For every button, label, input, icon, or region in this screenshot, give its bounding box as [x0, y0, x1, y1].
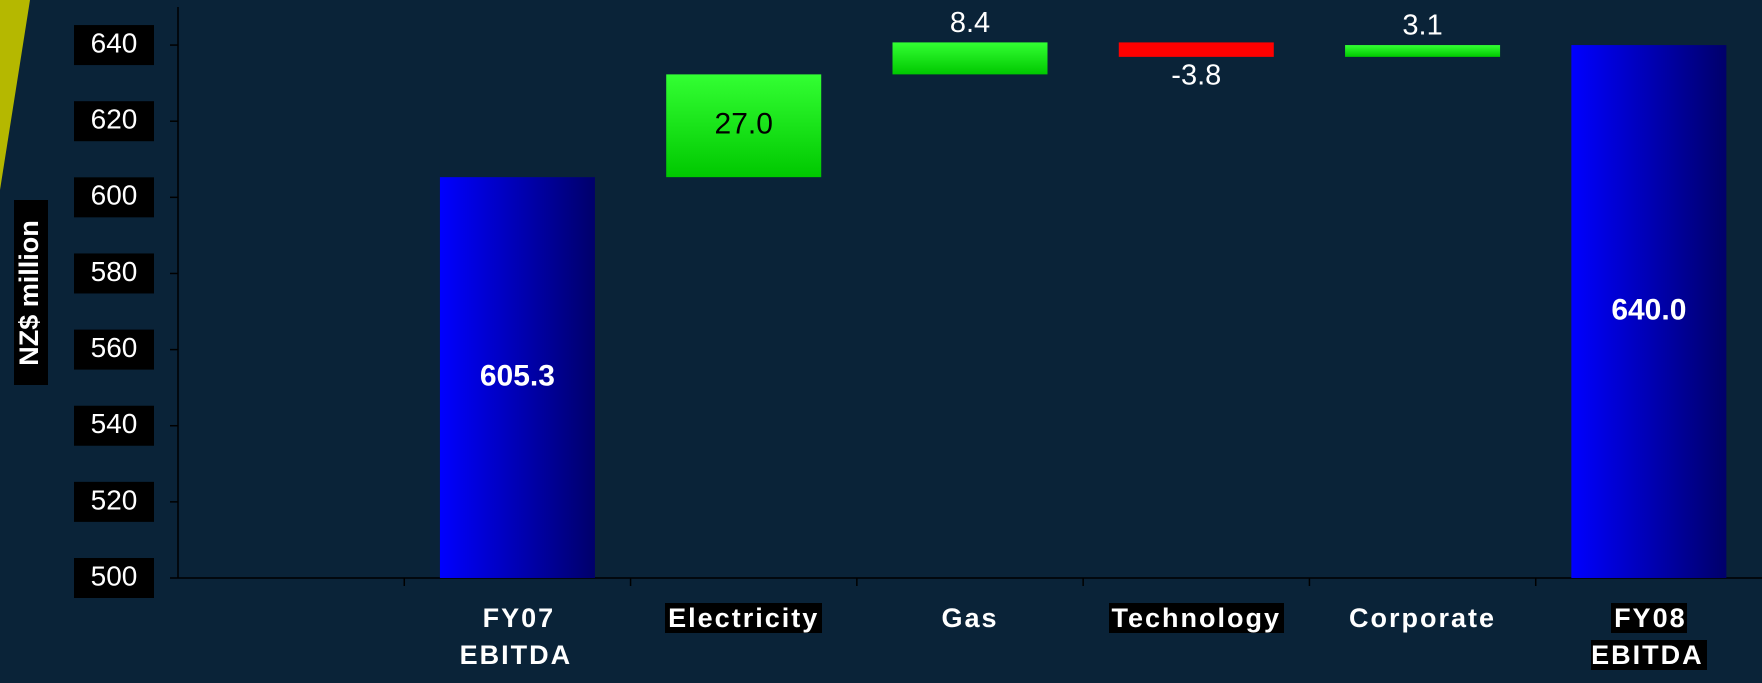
value-label: 3.1 — [1402, 10, 1442, 42]
bar — [892, 42, 1048, 75]
y-tick-label: 600 — [91, 180, 138, 211]
bar — [666, 74, 822, 178]
y-tick-label: 540 — [91, 408, 138, 439]
y-label-bg — [14, 200, 48, 385]
bar — [1118, 42, 1274, 57]
x-tick-label: Corporate — [1328, 600, 1518, 637]
y-axis-title: NZ$ million — [14, 220, 44, 366]
x-tick-text: Corporate — [1349, 603, 1497, 633]
y-tick-label: 520 — [91, 484, 138, 515]
value-label: 27.0 — [715, 108, 773, 141]
y-tick-bg — [74, 329, 154, 370]
value-label: -3.8 — [1171, 60, 1221, 92]
y-tick-bg — [74, 481, 154, 522]
bar — [439, 177, 595, 578]
x-tick-label: FY07 EBITDA — [422, 600, 612, 674]
x-tick-label: FY08 EBITDA — [1554, 600, 1744, 674]
y-tick-bg — [74, 177, 154, 218]
x-tick-text: FY08 EBITDA — [1591, 603, 1707, 670]
value-label: 605.3 — [480, 360, 555, 393]
y-tick-bg — [74, 558, 154, 598]
y-tick-label: 560 — [91, 332, 138, 363]
x-tick-text: Technology — [1108, 603, 1285, 633]
bar — [1345, 45, 1501, 57]
decor-stripe — [0, 0, 30, 190]
x-tick-label: Gas — [875, 600, 1065, 637]
x-tick-label: Technology — [1101, 600, 1291, 637]
y-tick-label: 500 — [91, 560, 138, 591]
x-tick-text: FY07 EBITDA — [459, 603, 573, 670]
y-tick-label: 640 — [91, 27, 138, 58]
y-tick-bg — [74, 253, 154, 294]
value-label: 8.4 — [950, 7, 990, 39]
x-tick-text: Gas — [941, 603, 999, 633]
y-tick-bg — [74, 101, 154, 142]
y-tick-bg — [74, 405, 154, 446]
y-tick-label: 580 — [91, 256, 138, 287]
x-tick-label: Electricity — [649, 600, 839, 637]
x-tick-text: Electricity — [665, 603, 823, 633]
y-tick-label: 620 — [91, 104, 138, 135]
value-label: 640.0 — [1611, 293, 1686, 326]
bar — [1571, 45, 1727, 579]
y-tick-bg — [74, 25, 154, 66]
